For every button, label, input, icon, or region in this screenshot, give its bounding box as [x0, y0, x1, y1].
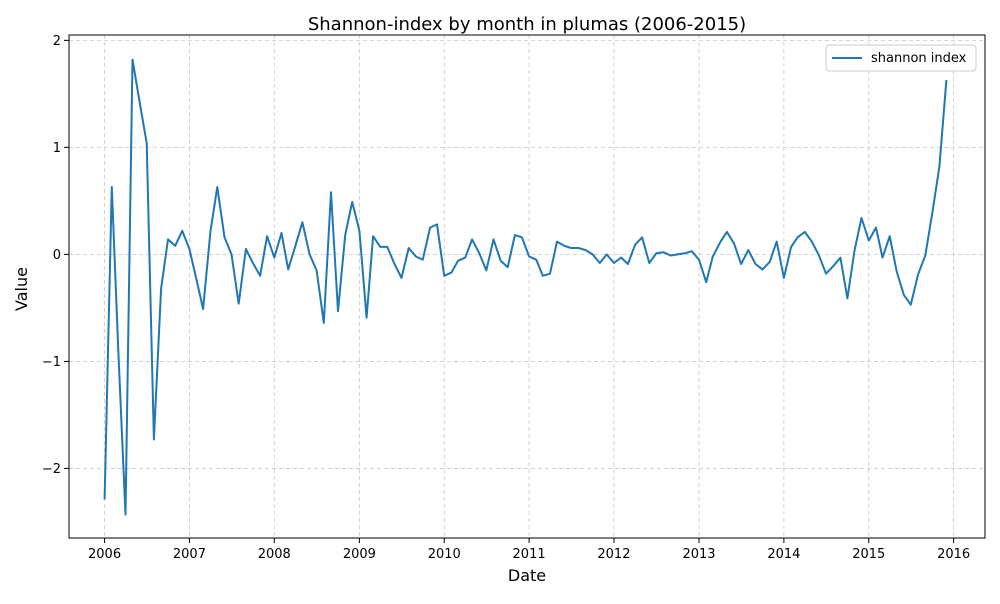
- plot-frame: [68, 34, 986, 539]
- y-axis-label: Value: [12, 267, 31, 311]
- x-tick-label: 2010: [428, 547, 461, 562]
- x-axis-label: Date: [508, 566, 546, 585]
- x-tick-label: 2013: [682, 547, 715, 562]
- x-axis-ticks: 2006 2007 2008 2009 2010 2011 2012 2013 2014 2015…: [88, 538, 970, 562]
- x-tick-label: 2006: [88, 547, 121, 562]
- x-tick-label: 2009: [343, 547, 376, 562]
- series-line-shannon-index: [103, 58, 948, 516]
- y-tick-label: −1: [42, 355, 61, 370]
- legend: shannon index: [825, 44, 977, 72]
- x-tick-label: 2012: [597, 547, 630, 562]
- series-layer: [103, 58, 948, 516]
- grid-lines: [69, 35, 985, 538]
- y-tick-label: 1: [53, 141, 61, 156]
- x-tick-label: 2014: [767, 547, 800, 562]
- y-axis-ticks: −2 −1 0 1 2: [42, 34, 69, 477]
- legend-box: [825, 44, 977, 72]
- x-tick-label: 2016: [937, 547, 970, 562]
- x-tick-label: 2007: [173, 547, 206, 562]
- x-tick-label: 2008: [258, 547, 291, 562]
- x-tick-label: 2011: [513, 547, 546, 562]
- y-tick-label: −2: [42, 462, 61, 477]
- y-tick-label: 0: [53, 248, 61, 263]
- legend-label-shannon-index: shannon index: [871, 51, 967, 66]
- y-tick-label: 2: [53, 34, 61, 49]
- chart-title: Shannon-index by month in plumas (2006-2…: [308, 14, 746, 35]
- x-tick-label: 2015: [852, 547, 885, 562]
